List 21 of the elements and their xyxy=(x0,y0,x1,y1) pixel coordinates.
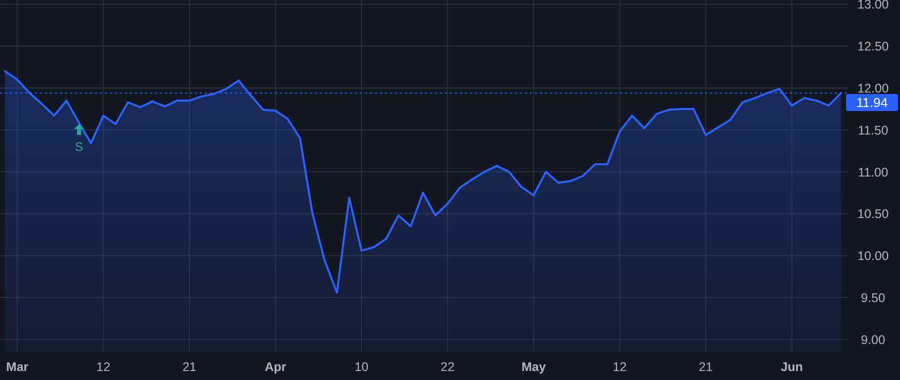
x-tick-label: 12 xyxy=(612,360,627,374)
y-tick-label: 10.00 xyxy=(857,249,889,264)
x-tick-label: Apr xyxy=(264,360,286,374)
y-tick-label: 9.50 xyxy=(860,291,886,306)
x-tick-label: Jun xyxy=(780,360,803,374)
x-tick-label: 21 xyxy=(698,360,713,374)
y-tick-label: 12.00 xyxy=(857,82,889,96)
y-tick-label: 11.00 xyxy=(858,165,888,180)
x-tick-label: 12 xyxy=(96,360,110,374)
x-tick-label: 21 xyxy=(182,360,196,374)
y-tick-label: 12.50 xyxy=(857,40,889,54)
x-tick-label: 22 xyxy=(440,360,455,374)
x-tick-label: May xyxy=(521,360,546,374)
y-tick-label: 9.00 xyxy=(860,332,886,347)
x-tick-label: 10 xyxy=(354,360,369,374)
y-tick-label: 10.50 xyxy=(857,207,889,222)
y-tick-label: 11.50 xyxy=(858,123,888,138)
x-tick-label: Mar xyxy=(6,360,29,374)
y-tick-label: 13.00 xyxy=(857,0,889,12)
ref-line-label: 11.94 xyxy=(856,95,888,110)
annotation: S xyxy=(74,140,84,154)
